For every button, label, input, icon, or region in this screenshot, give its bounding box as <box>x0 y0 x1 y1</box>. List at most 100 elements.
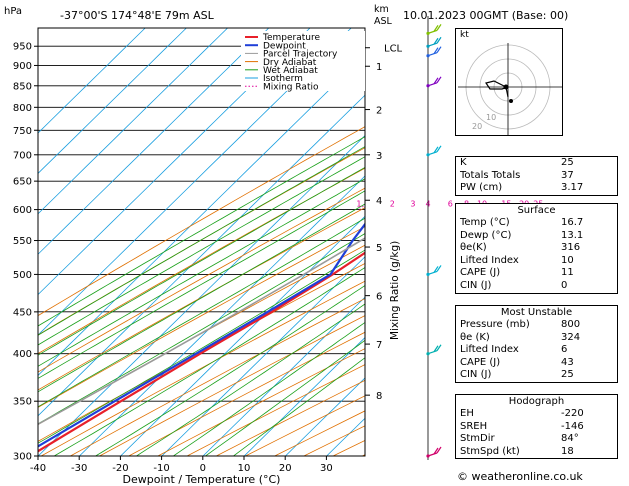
wind-barb-flag <box>433 25 439 32</box>
wet-adiabat-line <box>38 136 365 327</box>
wet-adiabat-line <box>38 249 365 444</box>
legend-entry: Mixing Ratio <box>263 82 319 92</box>
hodo-value: 84° <box>561 433 579 445</box>
isotherm-line <box>38 94 365 417</box>
series-parcel-trajectory-line <box>38 237 365 426</box>
pressure-tick-label: 450 <box>13 307 32 318</box>
pressure-tick-label: 900 <box>13 61 32 72</box>
index-row: PW (cm) 3.17 <box>456 182 617 195</box>
hodo-label: StmDir <box>460 433 495 445</box>
mu-label: Pressure (mb) <box>460 319 530 330</box>
pressure-tick-label: 500 <box>13 270 32 281</box>
dry-adiabat-line <box>99 315 365 456</box>
km-tick-label: 4 <box>376 196 382 207</box>
hodo-row: SREH -146 <box>456 421 617 434</box>
surface-label: Lifted Index <box>460 254 519 266</box>
plot-frame <box>37 27 366 457</box>
wet-adiabat-line <box>38 146 365 336</box>
temp-tick-label: 30 <box>320 463 333 474</box>
index-label: K <box>460 157 467 168</box>
temp-tick-label: -20 <box>112 463 128 474</box>
pressure-tick-label: 300 <box>13 452 32 463</box>
pressure-tick-label: 600 <box>13 205 32 216</box>
pressure-tick-label: 850 <box>13 81 32 92</box>
km-tick-label: 3 <box>376 151 382 162</box>
copyright-text: © weatheronline.co.uk <box>457 470 583 483</box>
mixing-ratio-label: 1 <box>356 200 361 209</box>
pressure-tick-label: 400 <box>13 349 32 360</box>
km-tick-label: 1 <box>376 62 382 73</box>
isotherm-line <box>38 54 365 376</box>
mu-row: Pressure (mb) 800 <box>456 319 617 332</box>
surface-value: 13.1 <box>561 229 584 241</box>
temp-tick-label: 10 <box>238 463 251 474</box>
temp-tick-label: 20 <box>279 463 292 474</box>
isotherm-line <box>243 337 365 456</box>
hodo-row: StmSpd (kt) 18 <box>456 446 617 459</box>
wet-adiabat-line <box>53 266 365 456</box>
hodograph-plot <box>458 43 562 135</box>
surface-title: Surface <box>517 205 556 216</box>
isotherm-line <box>79 175 365 456</box>
surface-row: CAPE (J) 11 <box>456 267 617 280</box>
pressure-tick-label: 800 <box>13 103 32 114</box>
wind-barb <box>426 446 442 458</box>
isotherm-line <box>202 296 365 456</box>
index-row: Totals Totals 37 <box>456 170 617 183</box>
legend-entry: Temperature <box>262 33 320 43</box>
wind-barb-flag <box>433 146 439 154</box>
mu-row: θe (K) 324 <box>456 332 617 345</box>
dry-adiabat-line <box>38 226 365 408</box>
series-dewpoint-line <box>38 222 365 448</box>
surface-row: Dewp (°C) 13.1 <box>456 230 617 243</box>
surface-value: 16.7 <box>561 217 584 228</box>
hodo-label: EH <box>460 408 474 419</box>
wind-barb-flag <box>436 344 442 352</box>
hodo-value: 18 <box>561 445 574 457</box>
dry-adiabat-line <box>38 187 365 373</box>
dry-adiabat-line <box>70 298 365 456</box>
series-temperature-line <box>38 251 365 453</box>
wind-barb-dot <box>426 352 430 356</box>
wind-barb-dot <box>426 31 430 35</box>
pressure-tick-label: 650 <box>13 177 32 188</box>
wet-adiabat-line <box>38 166 365 356</box>
mu-row: CIN (J) 25 <box>456 369 617 382</box>
wind-barb-dot <box>426 153 430 157</box>
height-axis-label: ASL <box>374 16 393 27</box>
hodo-label: StmSpd (kt) <box>460 445 520 457</box>
isotherm-line <box>120 215 365 456</box>
dry-adiabat-line <box>38 126 365 317</box>
hodograph: kt 10 20 <box>455 28 563 136</box>
wet-adiabat-line <box>173 321 365 456</box>
pressure-axis-label: hPa <box>4 6 22 17</box>
surface-value: 0 <box>561 279 568 291</box>
wind-barb <box>426 36 442 48</box>
hodo-row: StmDir 84° <box>456 433 617 446</box>
legend-entry: Wet Adiabat <box>263 66 318 76</box>
hodograph-table: Hodograph EH -220 SREH -146 StmDir 84° StmS… <box>455 394 618 460</box>
mixing-ratio-label: 6 <box>448 200 453 209</box>
indices-table: K 25 Totals Totals 37 PW (cm) 3.17 <box>455 156 618 196</box>
mixing-ratio-label: 3 <box>410 200 415 209</box>
most-unstable-table: Most Unstable Pressure (mb) 800 θe (K) 324… <box>455 305 618 383</box>
index-row: K 25 <box>456 157 617 170</box>
height-axis-label: km <box>374 4 389 15</box>
mu-value: 6 <box>561 344 568 356</box>
mu-row: Lifted Index 6 <box>456 344 617 357</box>
dry-adiabat-line <box>41 280 365 456</box>
wind-barb-flag <box>433 47 439 55</box>
temp-tick-label: -40 <box>30 463 46 474</box>
mu-value: 800 <box>561 319 581 330</box>
most-unstable-title: Most Unstable <box>500 307 573 318</box>
wind-barb-flag <box>433 447 439 455</box>
wind-barb-flag <box>433 345 439 353</box>
hodo-value: -146 <box>561 420 584 432</box>
lcl-label: LCL <box>384 44 403 55</box>
hodo-label: SREH <box>460 420 488 432</box>
wind-barb-dot <box>426 454 430 458</box>
surface-value: 11 <box>561 267 574 279</box>
wind-barb-dot <box>426 272 430 277</box>
wind-barb-flag <box>433 266 439 273</box>
